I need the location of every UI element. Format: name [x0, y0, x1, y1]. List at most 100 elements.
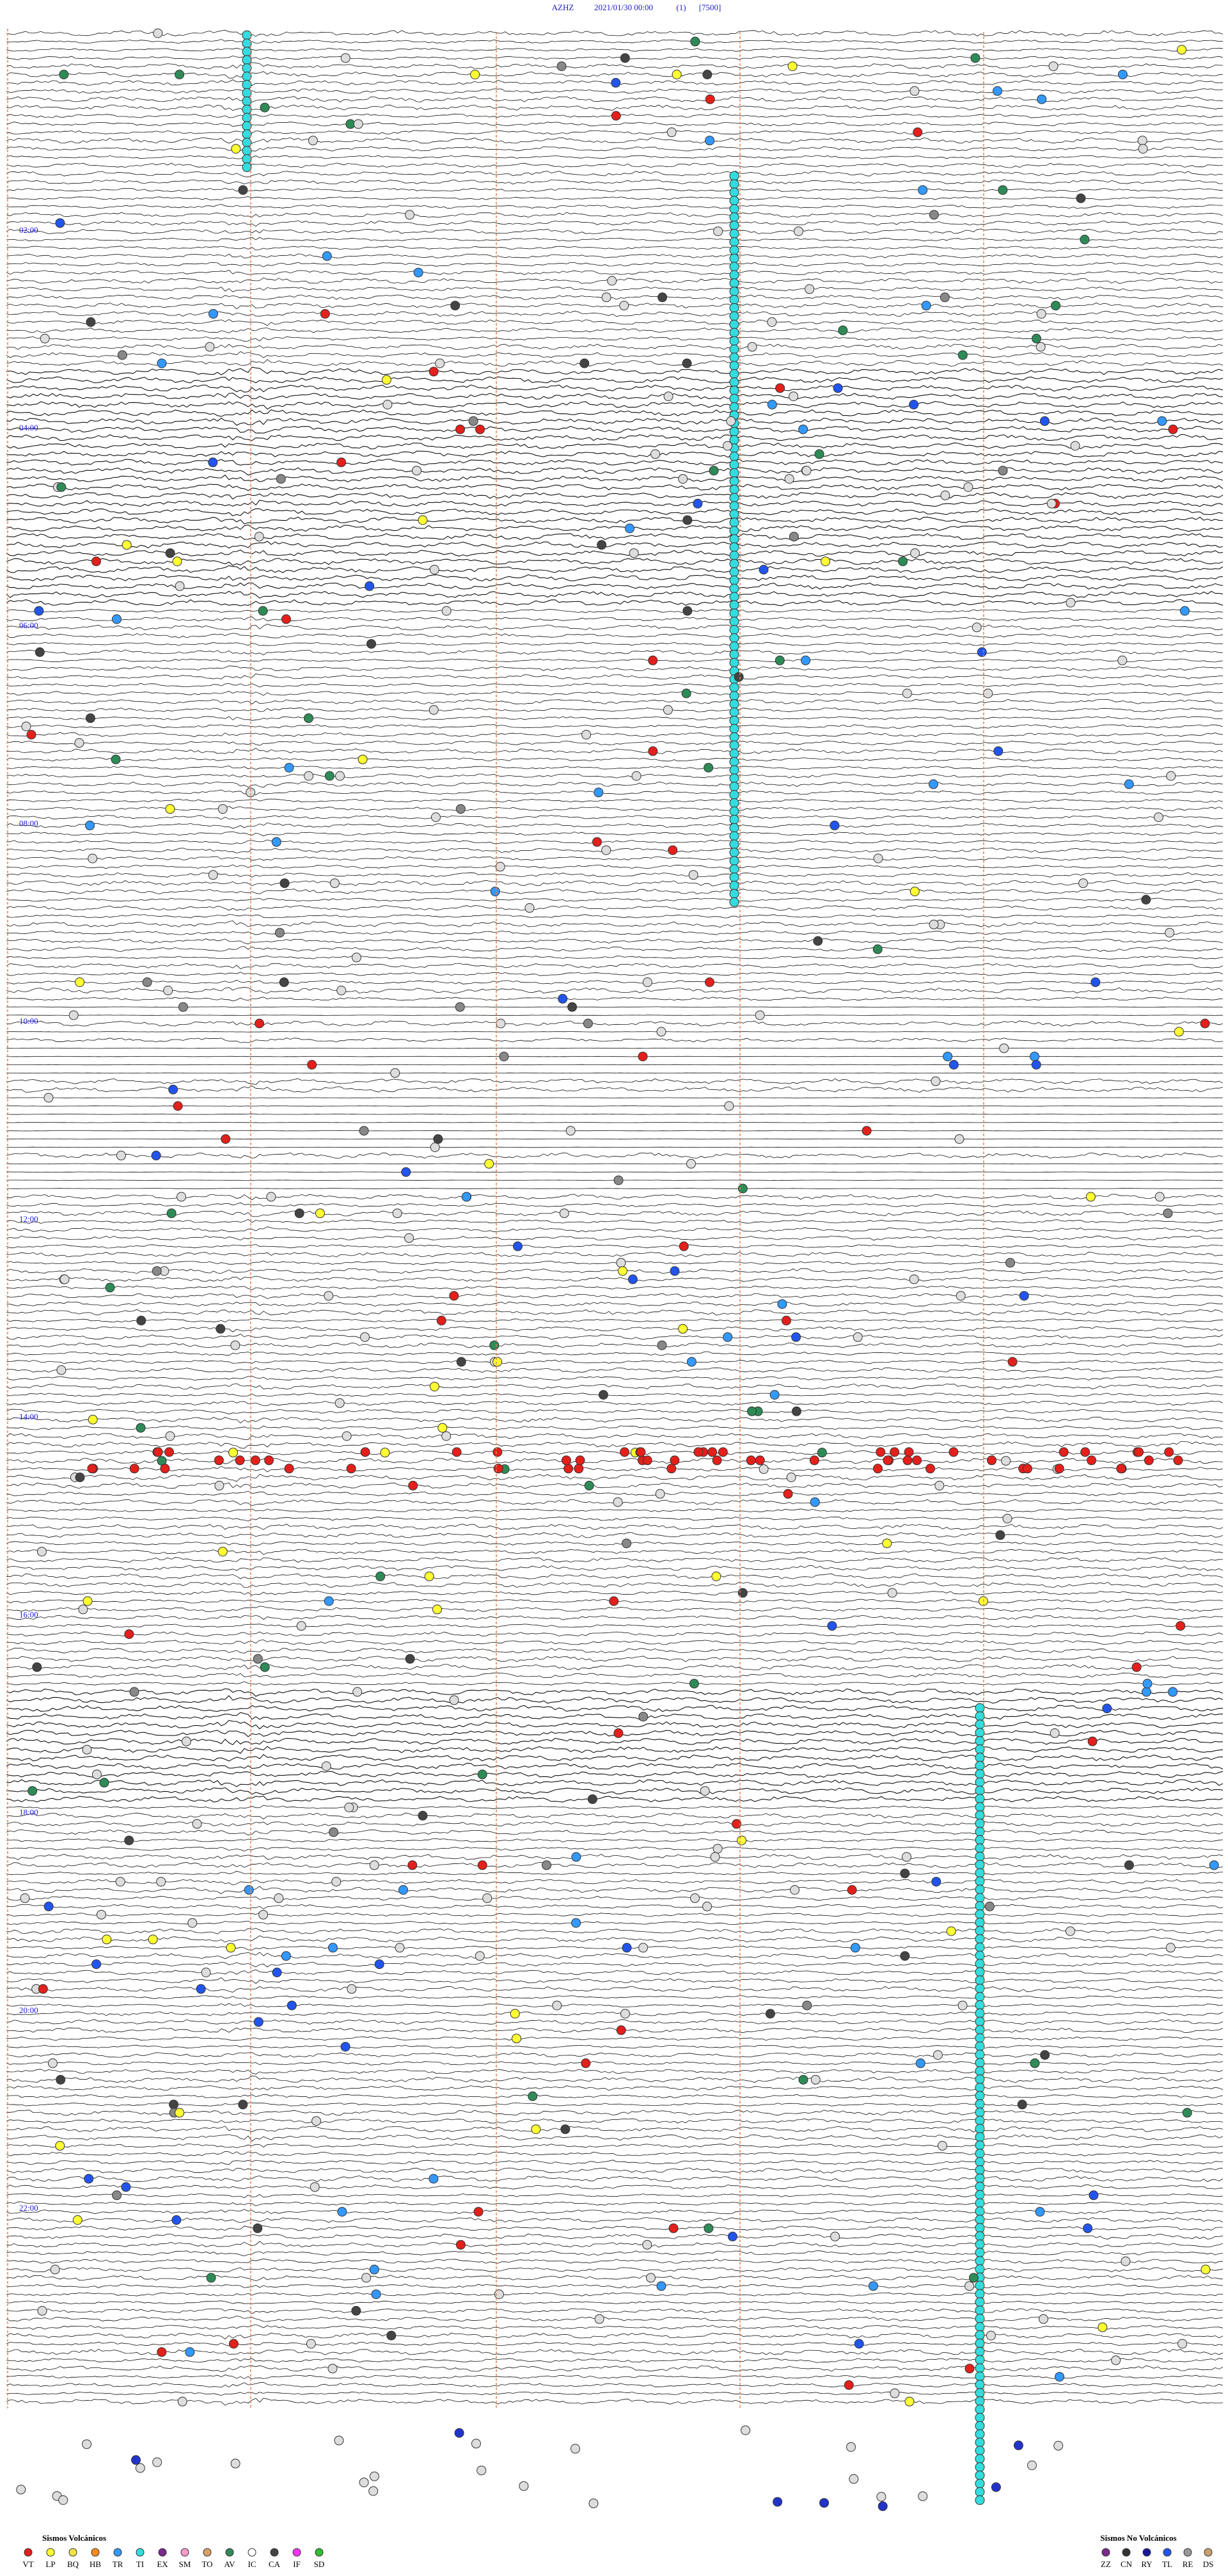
trace [6, 2233, 1224, 2240]
event [693, 498, 703, 509]
event [975, 2181, 985, 2192]
event [329, 878, 340, 889]
event [729, 344, 739, 354]
event [242, 96, 252, 106]
event [729, 328, 739, 338]
trace [6, 1556, 1224, 1563]
event [729, 848, 739, 858]
event [729, 452, 739, 462]
event [1131, 1662, 1142, 1672]
event [380, 1448, 390, 1458]
event [208, 457, 218, 468]
legend-code: SM [179, 2559, 191, 2569]
event [975, 2338, 985, 2348]
trace [6, 1409, 1224, 1414]
event [228, 1448, 239, 1458]
event [670, 1266, 680, 1276]
trace [6, 616, 1224, 622]
legend-dot [292, 2548, 301, 2557]
channel: (1) [676, 3, 686, 12]
event [246, 787, 256, 798]
event [975, 2363, 985, 2373]
trace [6, 1326, 1224, 1332]
event [327, 2364, 338, 2374]
event [798, 2074, 808, 2085]
legend-code: BQ [67, 2559, 79, 2569]
event [975, 2124, 985, 2134]
event [571, 1918, 581, 1928]
trace [6, 1737, 1224, 1746]
event [729, 204, 739, 214]
event [975, 1802, 985, 1812]
event [390, 1068, 400, 1078]
event [228, 2339, 239, 2349]
event [729, 393, 739, 404]
event [429, 705, 439, 715]
event [91, 557, 101, 567]
event [975, 2256, 985, 2266]
event [561, 1455, 571, 1466]
trace [6, 582, 1224, 590]
event [890, 2388, 900, 2398]
event [296, 1621, 306, 1631]
event [477, 1860, 487, 1870]
legend-title: Sismos No Volcánicos [1100, 2533, 1176, 2543]
trace [6, 1171, 1224, 1173]
trace [6, 905, 1224, 911]
event [1121, 2256, 1131, 2266]
event [729, 641, 739, 651]
event [900, 1951, 910, 1961]
event [878, 2501, 888, 2511]
event [1164, 1447, 1174, 1457]
trace [6, 253, 1224, 259]
trace [6, 2284, 1224, 2289]
event [693, 1447, 704, 1457]
event [1050, 1728, 1060, 1738]
legend-code: EX [157, 2559, 168, 2569]
event [335, 771, 345, 781]
event [1089, 2190, 1099, 2201]
trace [6, 1945, 1224, 1950]
event [524, 903, 535, 913]
event [638, 1052, 648, 1062]
event [264, 1455, 274, 1466]
trace [6, 409, 1224, 417]
trace [6, 558, 1224, 566]
event [96, 1909, 106, 1920]
trace [6, 1977, 1224, 1984]
event [729, 509, 739, 519]
event [975, 2280, 985, 2291]
event [729, 377, 739, 387]
legend-code: RE [1183, 2559, 1193, 2569]
event [1116, 1464, 1126, 1474]
event [489, 1340, 500, 1350]
event [705, 136, 715, 146]
event [598, 1390, 608, 1400]
event [455, 2240, 466, 2250]
event [238, 2099, 248, 2110]
event [337, 2207, 347, 2217]
trace [6, 2341, 1224, 2346]
event [242, 30, 252, 40]
event [910, 548, 920, 558]
trace [6, 732, 1224, 738]
event [975, 2115, 985, 2126]
event [642, 977, 652, 987]
trace [6, 2398, 1224, 2406]
event [784, 474, 794, 484]
event [38, 1984, 48, 1994]
trace [6, 1927, 1224, 1934]
event [902, 688, 912, 699]
legend-title: Sismos Volcánicos [42, 2533, 106, 2543]
event [435, 358, 445, 368]
event [847, 1885, 857, 1895]
trace [6, 1935, 1224, 1943]
trace [6, 442, 1224, 450]
time-labels: 02:00 04:00 06:00 08:00 10:00 12:00 14:00 16:00… [19, 225, 38, 2213]
event [1083, 2223, 1093, 2233]
event [711, 1571, 721, 1581]
event [642, 2240, 652, 2250]
trace [6, 2324, 1224, 2330]
event [111, 754, 121, 764]
event [700, 1786, 710, 1796]
